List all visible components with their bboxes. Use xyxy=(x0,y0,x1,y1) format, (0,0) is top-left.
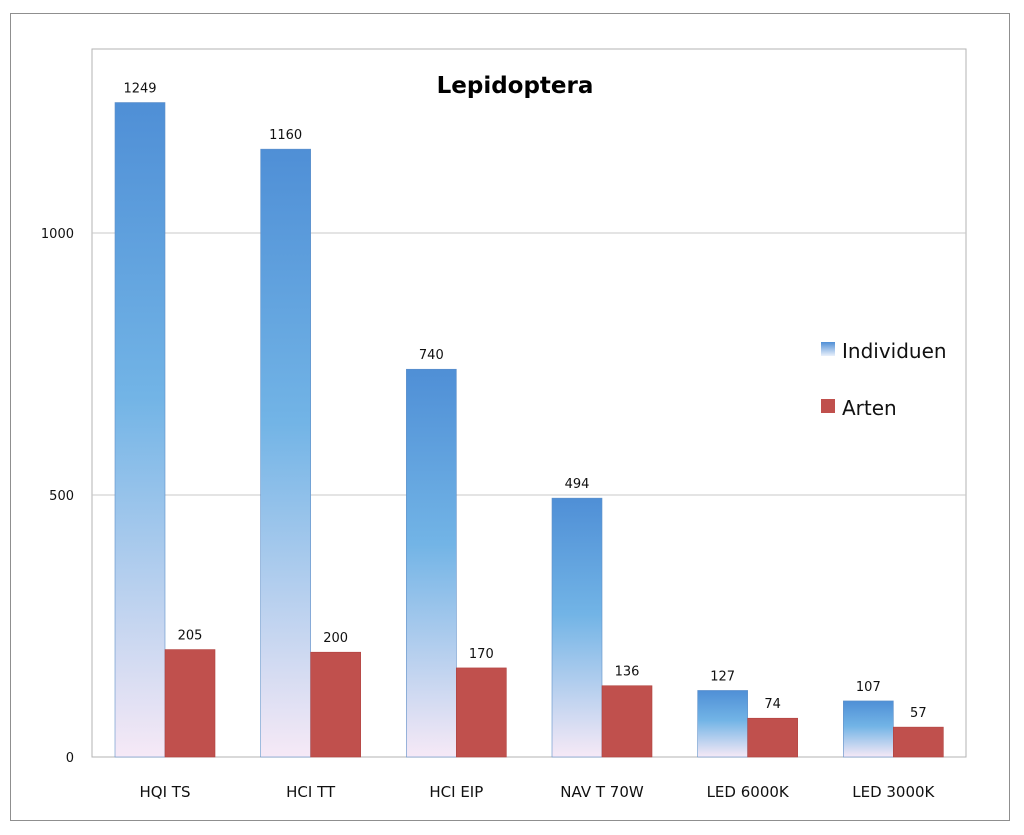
data-label-arten-2: 200 xyxy=(323,631,348,646)
data-label-arten-3: 170 xyxy=(469,647,494,662)
y-tick-label: 0 xyxy=(66,751,74,766)
bar-individuen-2 xyxy=(260,148,311,758)
bar-individuen-5 xyxy=(697,690,748,758)
y-tick-label: 500 xyxy=(49,489,74,504)
bar-arten-2 xyxy=(310,651,361,758)
bars xyxy=(114,102,944,758)
bar-individuen-1 xyxy=(114,102,166,758)
data-label-individuen-2: 1160 xyxy=(269,128,302,143)
x-category-label: LED 6000K xyxy=(707,783,790,801)
data-label-individuen-1: 1249 xyxy=(123,82,156,97)
bar-arten-3 xyxy=(456,667,507,758)
chart-title: Lepidoptera xyxy=(437,73,594,99)
plot-area xyxy=(91,48,967,758)
y-tick-label: 1000 xyxy=(41,227,74,242)
y-axis-ticks: 0 500 1000 xyxy=(41,227,74,766)
data-labels: 1249 205 1160 200 740 170 494 136 127 74 107 57 xyxy=(123,82,926,722)
data-label-arten-4: 136 xyxy=(615,665,640,680)
x-category-label: HCI EIP xyxy=(429,783,483,801)
bar-individuen-4 xyxy=(551,497,603,758)
x-category-label: HCI TT xyxy=(286,783,336,801)
data-label-arten-6: 57 xyxy=(910,706,927,721)
data-label-individuen-6: 107 xyxy=(856,680,881,695)
bar-individuen-3 xyxy=(406,368,457,758)
x-category-label: LED 3000K xyxy=(852,783,935,801)
data-label-arten-1: 205 xyxy=(178,629,203,644)
bar-arten-1 xyxy=(164,649,216,758)
legend-label-arten: Arten xyxy=(842,396,897,420)
data-label-individuen-3: 740 xyxy=(419,348,444,363)
data-label-individuen-5: 127 xyxy=(710,669,735,684)
legend: Individuen Arten xyxy=(821,339,947,420)
bar-individuen-6 xyxy=(843,700,894,758)
x-category-label: HQI TS xyxy=(140,783,191,801)
bar-arten-4 xyxy=(601,685,653,758)
bar-arten-6 xyxy=(893,726,944,758)
x-category-label: NAV T 70W xyxy=(560,783,644,801)
bar-arten-5 xyxy=(747,717,798,758)
legend-swatch-individuen xyxy=(821,342,835,356)
legend-label-individuen: Individuen xyxy=(842,339,947,363)
data-label-arten-5: 74 xyxy=(764,697,781,712)
gridlines xyxy=(92,232,966,496)
data-label-individuen-4: 494 xyxy=(565,477,590,492)
x-axis-categories: HQI TS HCI TT HCI EIP NAV T 70W LED 6000K LED… xyxy=(140,783,936,801)
legend-swatch-arten xyxy=(821,399,835,413)
